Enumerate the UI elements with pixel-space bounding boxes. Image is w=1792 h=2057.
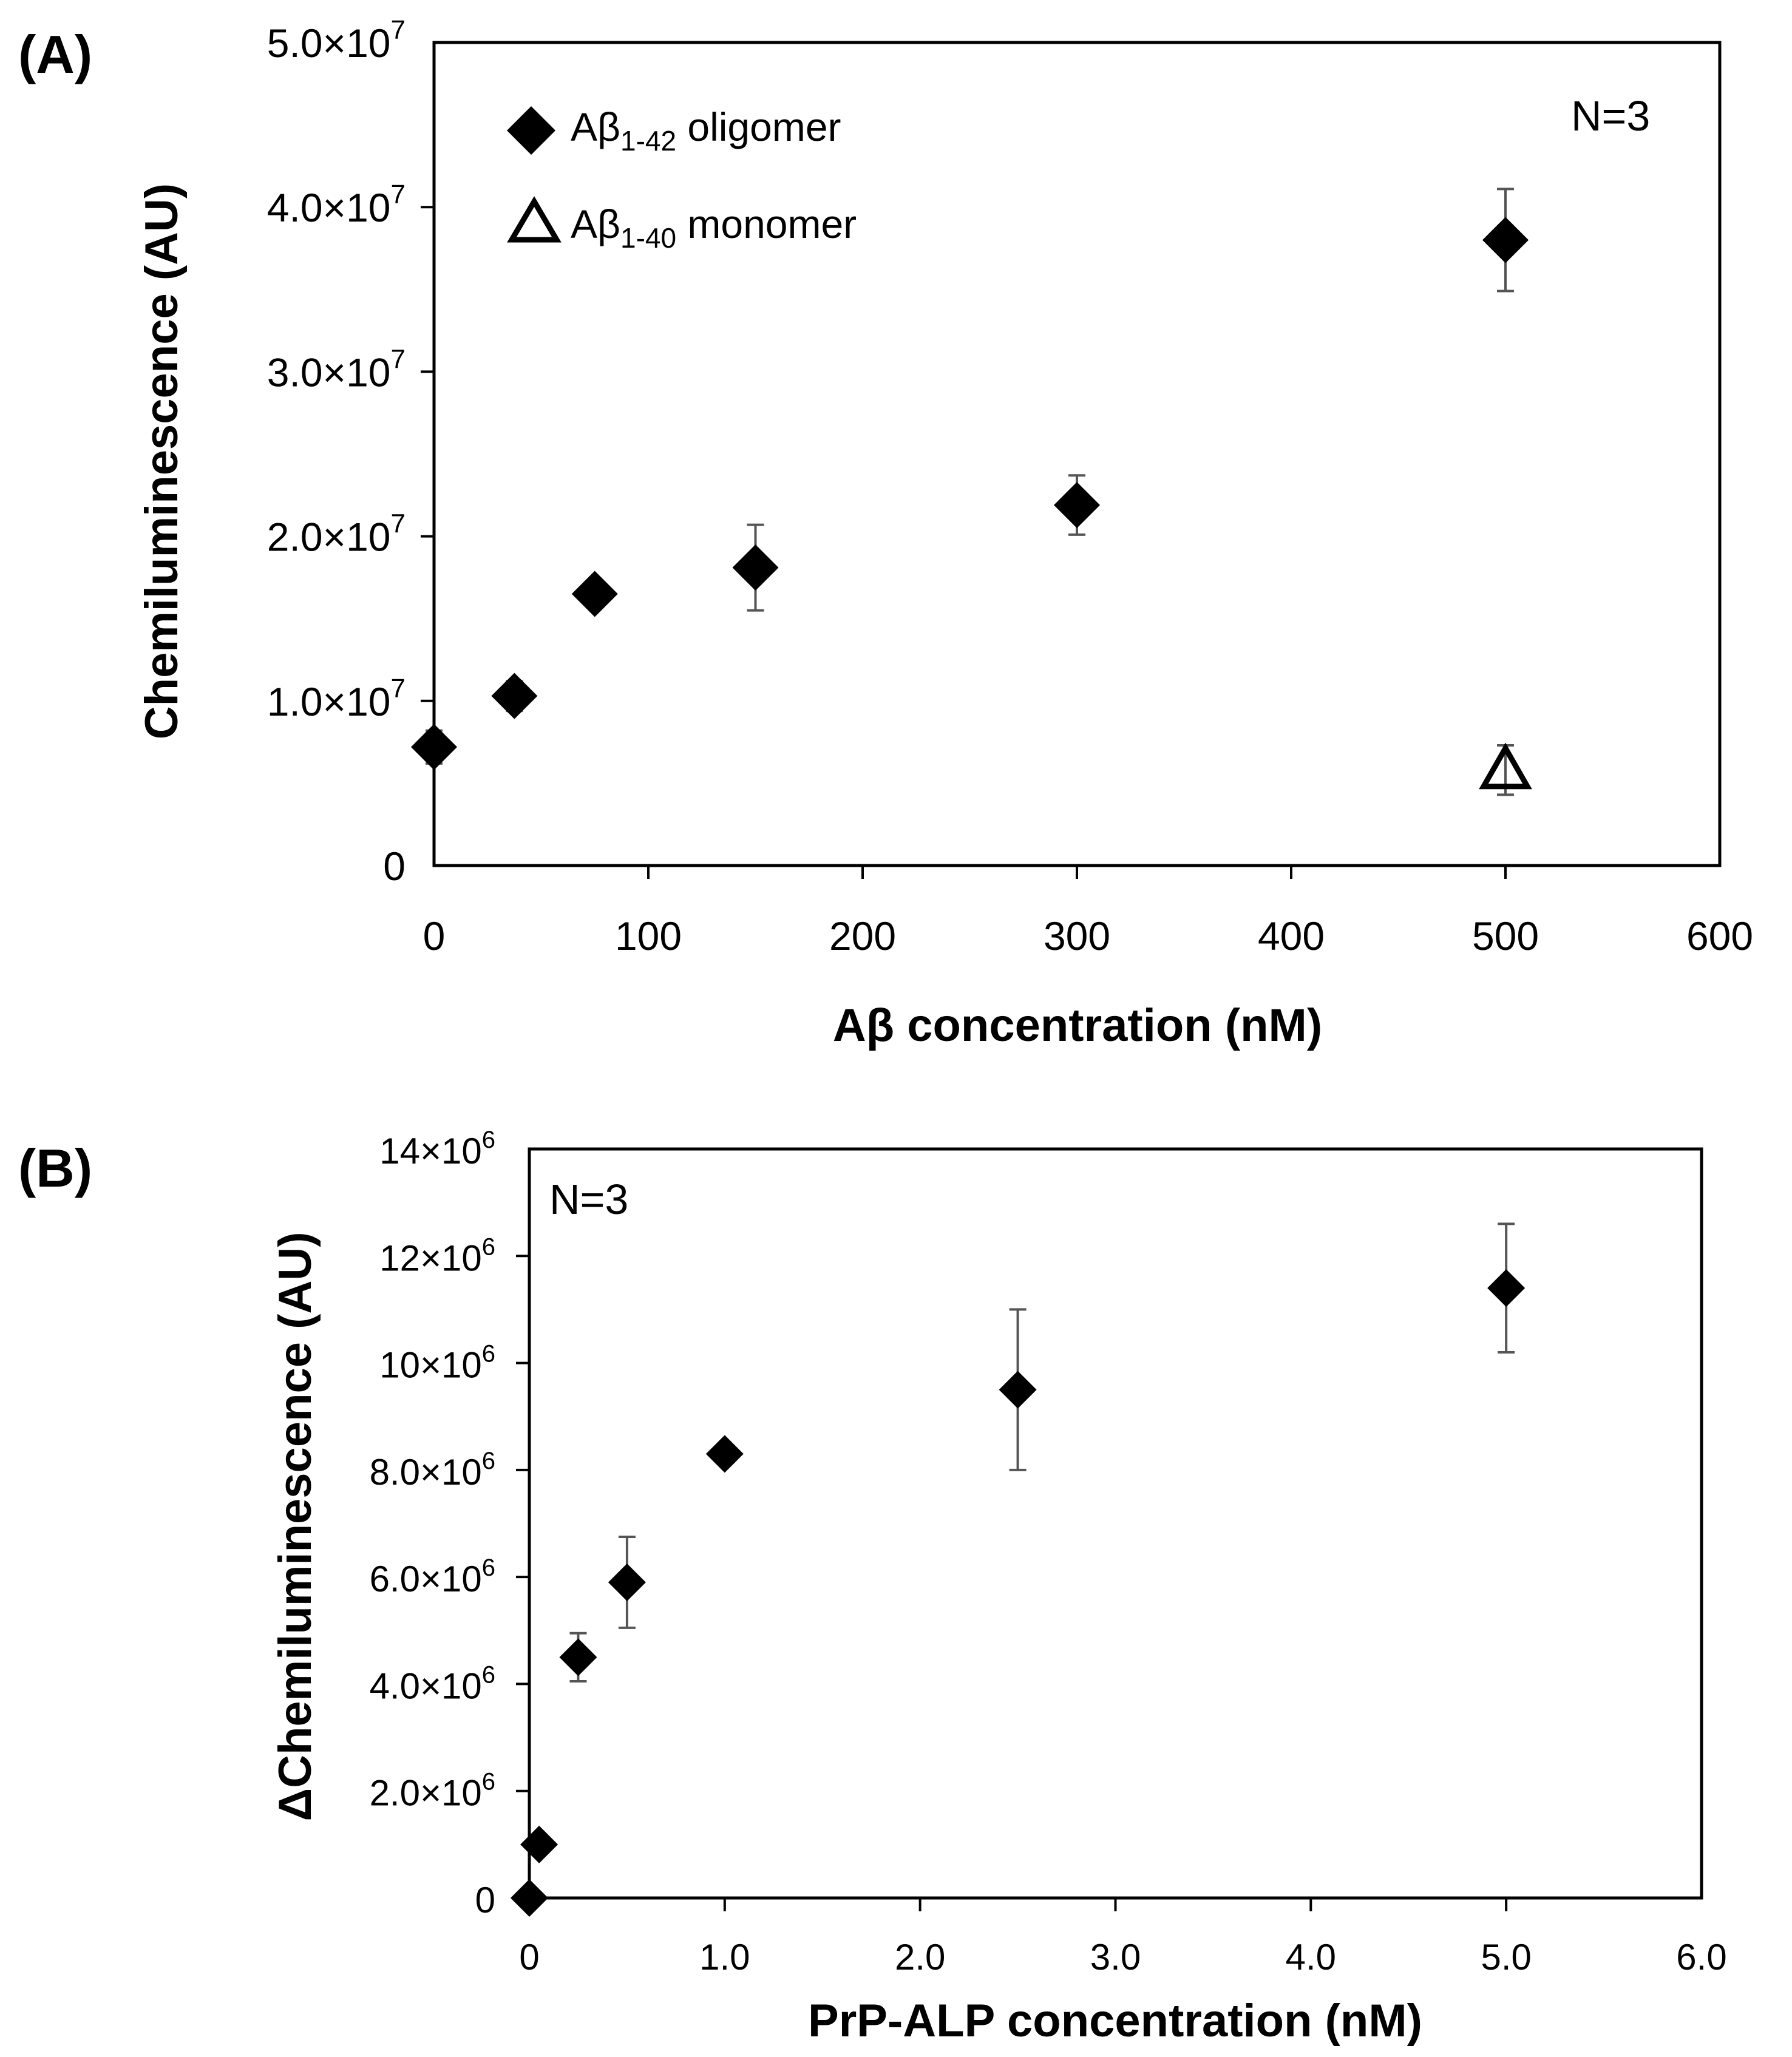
y-tick-label: 14×106 — [379, 1127, 495, 1171]
y-tick-label: 5.0×107 — [267, 15, 406, 66]
y-tick-label: 2.0×106 — [370, 1769, 495, 1814]
panel-a-axis-ticks: 0 100 200 300 400 500 600 0 1.0×107 2.0×107 3.0×10… — [267, 15, 1753, 958]
panel-a-x-axis-title: Aβ concentration (nM) — [833, 1000, 1322, 1051]
y-tick-label: 10×106 — [379, 1341, 495, 1386]
panel-b-y-axis-title: ΔChemiluminescence (AU) — [270, 1232, 321, 1821]
data-point-diamond — [1487, 1269, 1526, 1307]
y-tick-label: 6.0×106 — [370, 1554, 495, 1599]
x-tick-label: 100 — [615, 913, 682, 958]
panel-a: (A) 0 100 200 300 400 500 600 0 1.0×107 2.0×107 3.… — [18, 15, 1753, 1051]
data-point-diamond — [999, 1371, 1037, 1409]
x-tick-label: 2.0 — [895, 1937, 945, 1977]
data-point-diamond — [732, 544, 779, 591]
data-point-diamond — [1054, 482, 1100, 529]
panel-a-y-axis-title: Chemiluminescence (AU) — [136, 183, 188, 739]
panel-b-axis-ticks: 0 1.0 2.0 3.0 4.0 5.0 6.0 0 2.0×106 4.0×106 6.0×10… — [370, 1127, 1727, 1977]
panel-b-plot-frame — [528, 1147, 1703, 1900]
panel-b: (B) 0 1.0 2.0 3.0 4.0 5.0 6.0 0 2.0×106 4.0×106 6.… — [18, 1127, 1727, 2047]
data-point-diamond — [411, 724, 457, 770]
data-point-diamond — [491, 673, 538, 719]
x-tick-label: 1.0 — [699, 1937, 750, 1977]
legend-monomer-label: Aβ1-40 monomer — [571, 202, 857, 254]
x-tick-label: 500 — [1472, 913, 1539, 958]
data-point-triangle — [1479, 742, 1532, 790]
y-tick-label: 4.0×106 — [370, 1661, 495, 1706]
x-tick-label: 600 — [1686, 913, 1753, 958]
y-tick-label: 12×106 — [379, 1233, 495, 1278]
data-point-diamond — [559, 1638, 597, 1676]
panel-b-label: (B) — [18, 1138, 92, 1198]
y-tick-label: 8.0×106 — [370, 1448, 495, 1493]
x-tick-label: 5.0 — [1481, 1937, 1531, 1977]
y-tick-label: 4.0×107 — [267, 180, 406, 230]
panel-b-n-annotation: N=3 — [549, 1176, 628, 1223]
x-tick-label: 4.0 — [1286, 1937, 1336, 1977]
x-tick-label: 3.0 — [1090, 1937, 1141, 1977]
x-tick-label: 0 — [423, 913, 446, 958]
data-point-diamond — [520, 1825, 558, 1863]
y-tick-label: 3.0×107 — [267, 344, 406, 395]
legend-oligomer-marker — [507, 106, 555, 155]
y-tick-label: 2.0×107 — [267, 509, 406, 560]
x-tick-label: 400 — [1258, 913, 1325, 958]
y-tick-label: 0 — [475, 1880, 495, 1920]
data-point-diamond — [511, 1879, 548, 1917]
y-tick-label: 0 — [383, 844, 406, 889]
y-tick-label: 1.0×107 — [267, 674, 406, 724]
x-tick-label: 0 — [519, 1937, 539, 1977]
data-point-diamond — [1482, 217, 1529, 263]
x-tick-label: 300 — [1044, 913, 1110, 958]
panel-a-plot-frame — [432, 41, 1722, 867]
panel-a-n-annotation: N=3 — [1571, 92, 1650, 140]
data-point-diamond — [705, 1435, 744, 1473]
legend-monomer-marker — [507, 196, 562, 243]
panel-b-x-axis-title: PrP-ALP concentration (nM) — [808, 1995, 1422, 2047]
x-tick-label: 200 — [829, 913, 896, 958]
panel-b-data-points — [511, 1222, 1526, 1917]
data-point-diamond — [571, 571, 618, 617]
panel-a-legend: Aβ1-42 oligomer Aβ1-40 monomer — [507, 104, 857, 254]
legend-oligomer-label: Aβ1-42 oligomer — [571, 104, 841, 157]
panel-a-data-points — [411, 188, 1532, 796]
data-point-diamond — [608, 1563, 646, 1601]
x-tick-label: 6.0 — [1676, 1937, 1726, 1977]
panel-a-label: (A) — [18, 24, 92, 84]
